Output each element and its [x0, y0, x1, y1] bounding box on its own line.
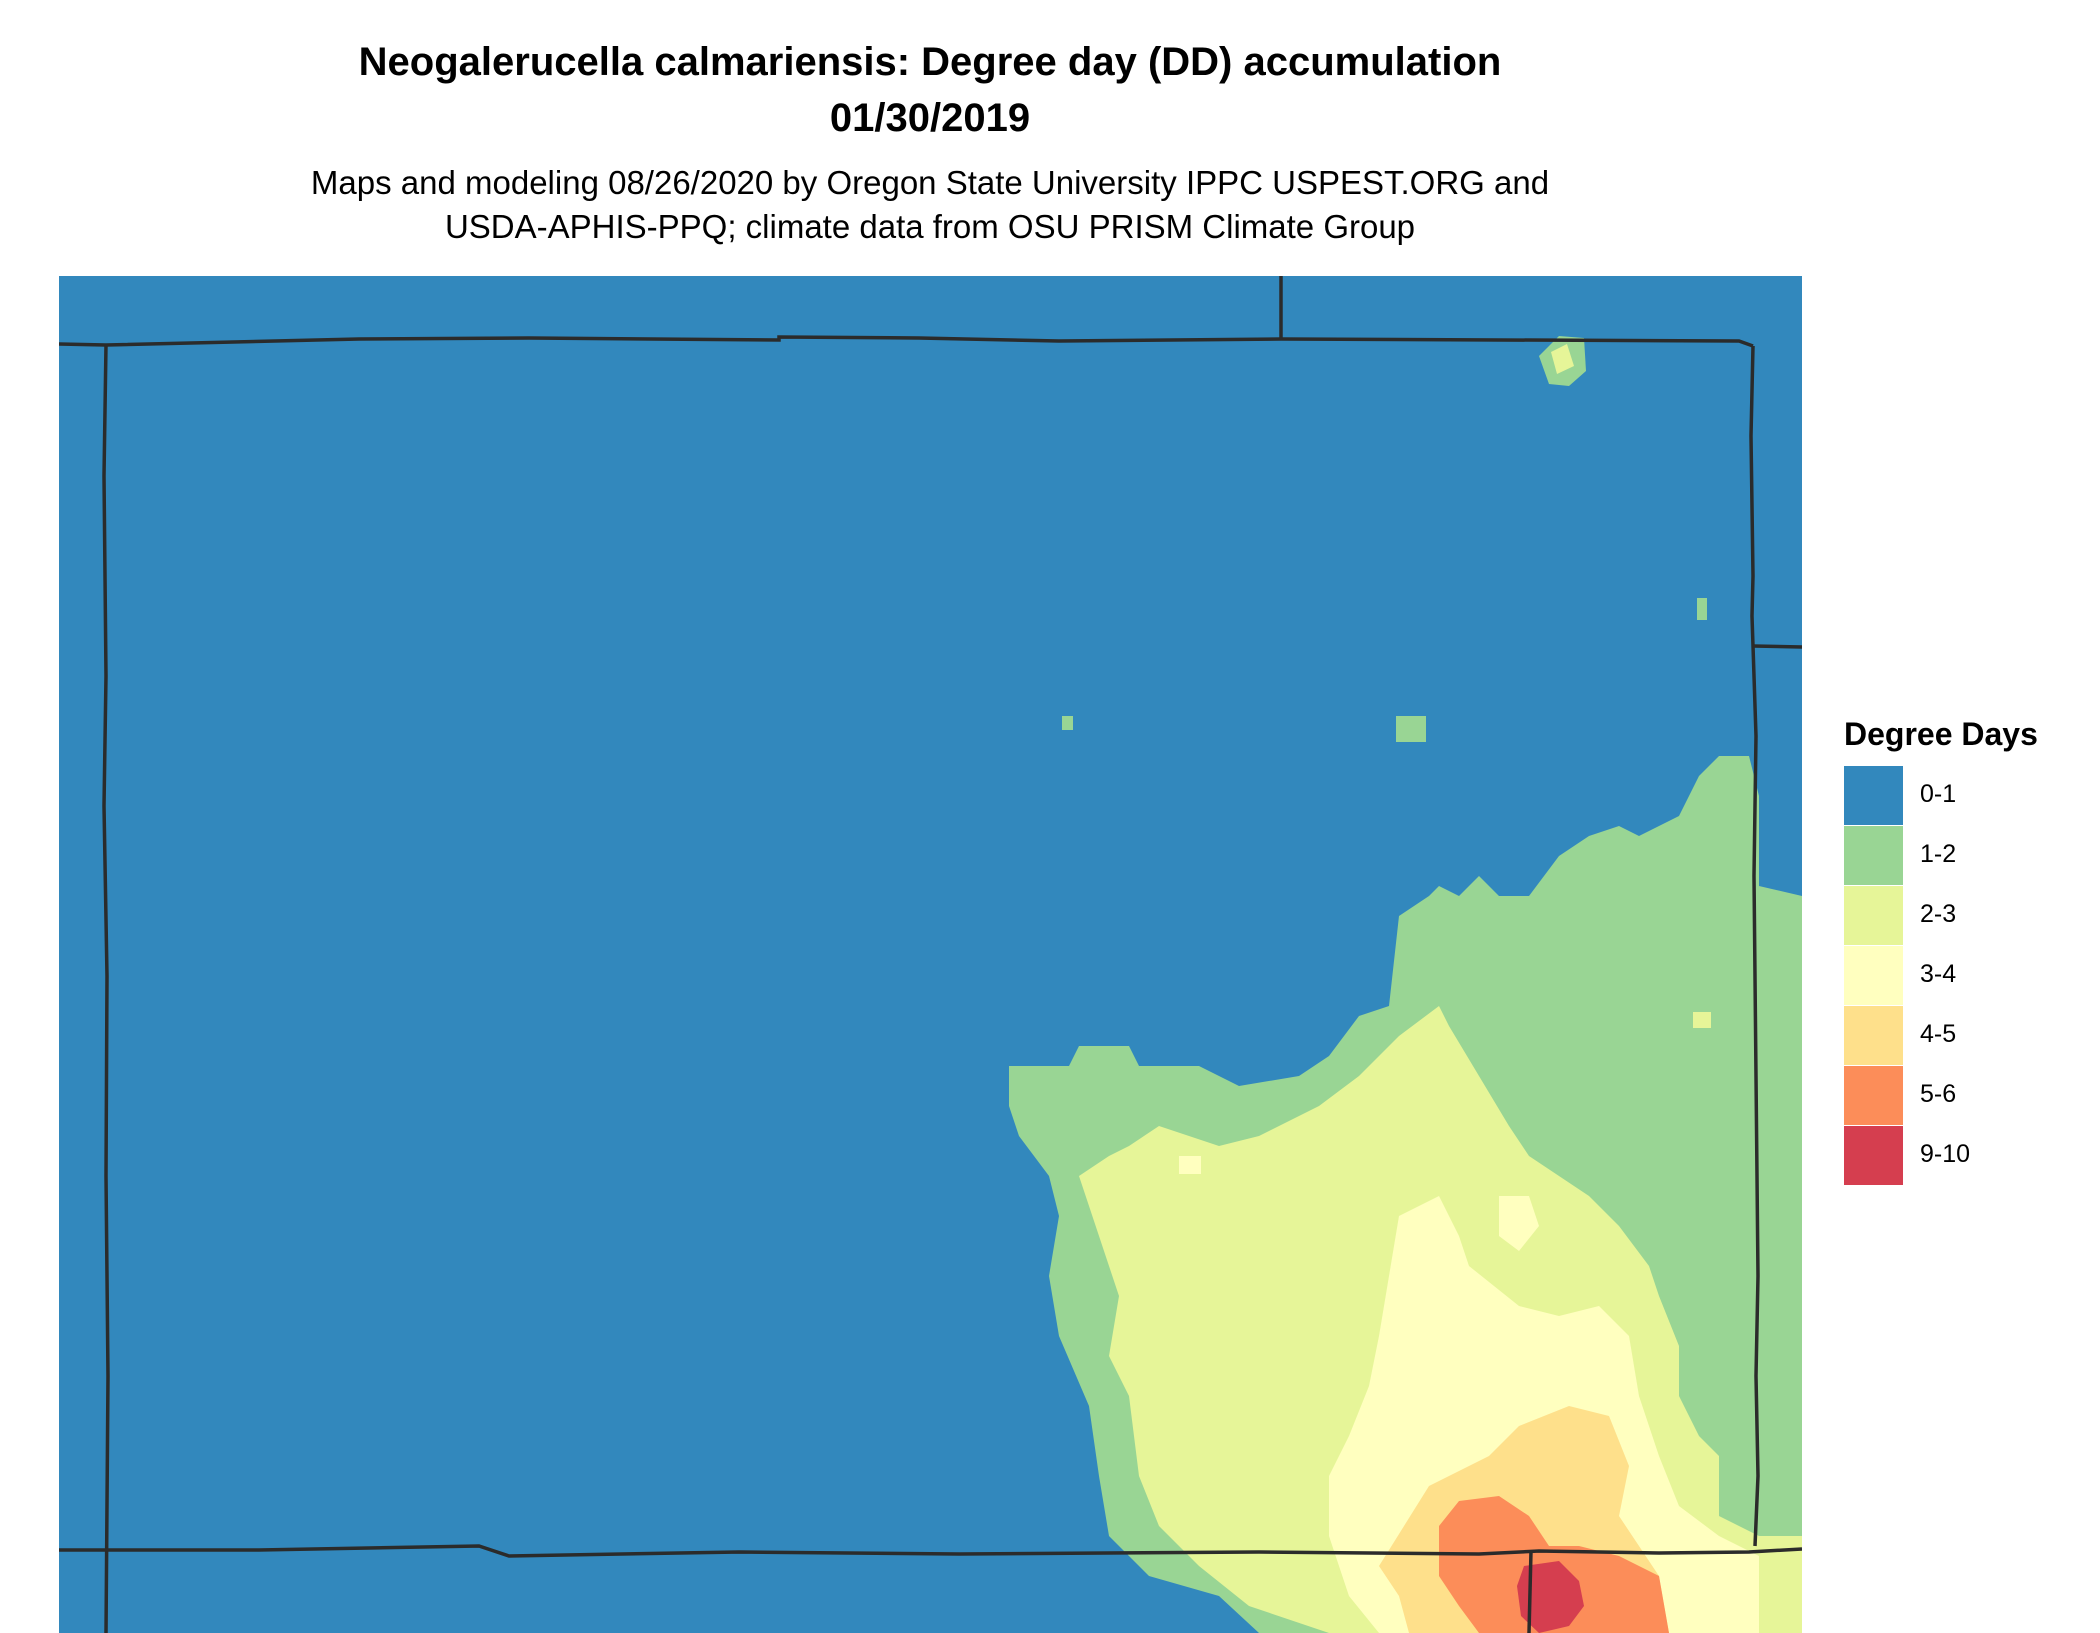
map-speck-1-2 [1697, 598, 1707, 620]
legend-swatch [1844, 1006, 1903, 1065]
map-speck-3-4 [1499, 1196, 1539, 1251]
map-title: Neogalerucella calmariensis: Degree day … [358, 40, 1502, 84]
legend-swatch [1844, 1126, 1903, 1185]
legend-item: 3-4 [1844, 946, 2074, 1005]
map-speck-1-2 [1396, 716, 1426, 742]
map-speck-2-3 [1551, 344, 1574, 374]
legend-swatch [1844, 1066, 1903, 1125]
legend-label: 2-3 [1920, 900, 1957, 928]
border-south [59, 1544, 1802, 1558]
map-speck-3-4 [1179, 1156, 1201, 1174]
border-east-spur [1752, 644, 1802, 649]
legend-swatch [1844, 766, 1903, 825]
map-credit-line-2: USDA-APHIS-PPQ; climate data from OSU PR… [444, 208, 1416, 245]
map-zone-9-10 [1517, 1561, 1584, 1633]
map-speck-1-2 [1062, 716, 1073, 730]
legend-label: 3-4 [1920, 960, 1957, 988]
legend-label: 1-2 [1920, 840, 1957, 868]
border-west [102, 344, 110, 1633]
legend-item: 9-10 [1844, 1126, 2074, 1185]
map-credit-line-1: Maps and modeling 08/26/2020 by Oregon S… [310, 164, 1550, 201]
legend-swatch [1844, 886, 1903, 945]
legend-item: 5-6 [1844, 1066, 2074, 1125]
state-borders [59, 276, 1802, 1633]
legend-swatch [1844, 946, 1903, 1005]
map-date: 01/30/2019 [829, 96, 1031, 140]
legend-swatch [1844, 826, 1903, 885]
legend-item: 2-3 [1844, 886, 2074, 945]
degree-day-map [59, 276, 1802, 1633]
legend-label: 5-6 [1920, 1080, 1957, 1108]
legend-item: 0-1 [1844, 766, 2074, 825]
legend-title: Degree Days [1844, 716, 2038, 752]
legend-label: 9-10 [1920, 1140, 1971, 1168]
legend-label: 0-1 [1920, 780, 1957, 808]
border-south-vertical [1527, 1550, 1533, 1633]
legend-item: 4-5 [1844, 1006, 2074, 1065]
border-north [59, 335, 1754, 348]
legend-item: 1-2 [1844, 826, 2074, 885]
legend-label: 4-5 [1920, 1020, 1957, 1048]
map-speck-2-3 [1693, 1012, 1711, 1028]
border-east [1749, 345, 1760, 1547]
